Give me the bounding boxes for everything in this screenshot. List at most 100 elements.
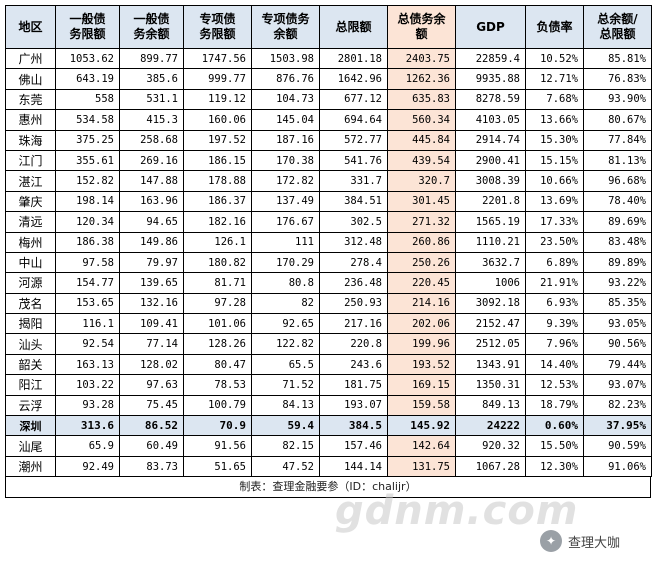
column-header-line: 额 — [415, 27, 428, 41]
value-cell: 14.40% — [525, 353, 584, 376]
value-cell: 250.26 — [387, 251, 456, 274]
value-cell: 694.64 — [319, 109, 388, 131]
region-cell: 韶关 — [5, 353, 56, 376]
value-cell: 91.56 — [183, 435, 252, 457]
value-cell: 534.58 — [55, 109, 120, 131]
value-cell: 301.45 — [387, 190, 456, 213]
value-cell: 385.6 — [119, 68, 184, 90]
value-cell: 59.4 — [251, 415, 320, 437]
value-cell: 22859.4 — [455, 47, 526, 70]
value-cell: 445.84 — [387, 129, 456, 151]
region-cell: 阳江 — [5, 374, 56, 396]
region-cell: 珠海 — [5, 129, 56, 151]
value-cell: 643.19 — [55, 68, 120, 90]
value-cell: 355.61 — [55, 149, 120, 172]
value-cell: 198.14 — [55, 190, 120, 213]
table-row: 湛江 152.82 147.88 178.88 172.82 331.7 320.7 3008… — [5, 170, 652, 192]
value-cell: 145.04 — [251, 109, 320, 131]
value-cell: 85.35% — [583, 292, 652, 315]
region-cell: 肇庆 — [5, 190, 56, 213]
value-cell: 103.22 — [55, 374, 120, 396]
value-cell: 37.95% — [583, 415, 652, 437]
value-cell: 1110.21 — [455, 231, 526, 253]
value-cell: 220.8 — [319, 333, 388, 355]
value-cell: 331.7 — [319, 170, 388, 192]
value-cell: 384.51 — [319, 190, 388, 213]
region-cell: 湛江 — [5, 170, 56, 192]
value-cell: 126.1 — [183, 231, 252, 253]
value-cell: 302.5 — [319, 211, 388, 233]
column-header: 总限额 — [319, 5, 388, 49]
value-cell: 849.13 — [455, 394, 526, 417]
value-cell: 182.16 — [183, 211, 252, 233]
region-cell: 云浮 — [5, 394, 56, 417]
value-cell: 2801.18 — [319, 47, 388, 70]
value-cell: 159.58 — [387, 394, 456, 417]
region-cell: 中山 — [5, 251, 56, 274]
value-cell: 132.16 — [119, 292, 184, 315]
value-cell: 258.68 — [119, 129, 184, 151]
region-cell: 汕尾 — [5, 435, 56, 457]
value-cell: 6.93% — [525, 292, 584, 315]
column-header: 一般债 务余额 — [119, 5, 184, 49]
table-row: 韶关 163.13 128.02 80.47 65.5 243.6 193.52 1343.9… — [5, 353, 652, 376]
value-cell: 82 — [251, 292, 320, 315]
column-header-line: GDP — [476, 19, 505, 34]
table-row: 潮州 92.49 83.73 51.65 47.52 144.14 131.75 1067.2… — [5, 455, 652, 478]
value-cell: 120.34 — [55, 211, 120, 233]
value-cell: 170.38 — [251, 149, 320, 172]
value-cell: 23.50% — [525, 231, 584, 253]
value-cell: 92.65 — [251, 313, 320, 335]
value-cell: 82.15 — [251, 435, 320, 457]
value-cell: 0.60% — [525, 415, 584, 437]
value-cell: 94.65 — [119, 211, 184, 233]
watermark: gdnm.com — [335, 488, 579, 534]
value-cell: 104.73 — [251, 88, 320, 111]
value-cell: 122.82 — [251, 333, 320, 355]
value-cell: 236.48 — [319, 272, 388, 294]
value-cell: 2900.41 — [455, 149, 526, 172]
value-cell: 163.96 — [119, 190, 184, 213]
value-cell: 109.41 — [119, 313, 184, 335]
column-header-line: 总余额/ — [597, 12, 638, 26]
value-cell: 131.75 — [387, 455, 456, 478]
value-cell: 154.77 — [55, 272, 120, 294]
value-cell: 312.48 — [319, 231, 388, 253]
value-cell: 531.1 — [119, 88, 184, 111]
region-cell: 梅州 — [5, 231, 56, 253]
value-cell: 1565.19 — [455, 211, 526, 233]
value-cell: 79.44% — [583, 353, 652, 376]
table-row: 中山 97.58 79.97 180.82 170.29 278.4 250.26 3632.… — [5, 251, 652, 274]
column-header-line: 总限额 — [335, 19, 372, 34]
table-body: 广州 1053.62 899.77 1747.56 1503.98 2801.18 2403… — [5, 47, 652, 478]
value-cell: 128.02 — [119, 353, 184, 376]
value-cell: 92.49 — [55, 455, 120, 478]
table-row: 深圳 313.6 86.52 70.9 59.4 384.5 145.92 24222 0.60… — [5, 415, 652, 437]
value-cell: 13.69% — [525, 190, 584, 213]
value-cell: 147.88 — [119, 170, 184, 192]
value-cell: 3092.18 — [455, 292, 526, 315]
value-cell: 100.79 — [183, 394, 252, 417]
column-header: 地区 — [5, 5, 56, 49]
column-header-line: 总限额 — [599, 27, 636, 41]
value-cell: 80.67% — [583, 109, 652, 131]
value-cell: 2403.75 — [387, 47, 456, 70]
value-cell: 15.15% — [525, 149, 584, 172]
value-cell: 3632.7 — [455, 251, 526, 274]
region-cell: 惠州 — [5, 109, 56, 131]
value-cell: 145.92 — [387, 415, 456, 437]
value-cell: 635.83 — [387, 88, 456, 111]
table-row: 梅州 186.38 149.86 126.1 111 312.48 260.86 1110.2… — [5, 231, 652, 253]
value-cell: 1747.56 — [183, 47, 252, 70]
value-cell: 1503.98 — [251, 47, 320, 70]
value-cell: 186.38 — [55, 231, 120, 253]
column-header-line: 地区 — [18, 19, 43, 34]
value-cell: 269.16 — [119, 149, 184, 172]
column-header-line: 务余额 — [133, 27, 170, 41]
value-cell: 93.22% — [583, 272, 652, 294]
region-cell: 广州 — [5, 47, 56, 70]
value-cell: 1343.91 — [455, 353, 526, 376]
table-row: 汕头 92.54 77.14 128.26 122.82 220.8 199.96 2512.… — [5, 333, 652, 355]
value-cell: 375.25 — [55, 129, 120, 151]
region-cell: 清远 — [5, 211, 56, 233]
